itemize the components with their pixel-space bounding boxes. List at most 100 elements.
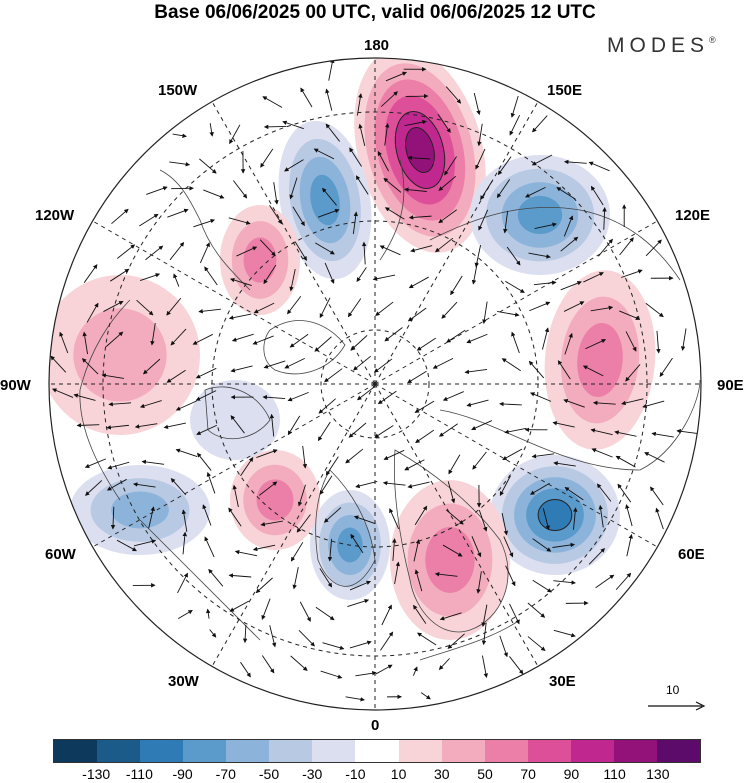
wind-vector (542, 507, 550, 531)
wind-vector (432, 357, 454, 369)
color-tick-label: -70 (215, 766, 236, 782)
wind-vector (108, 401, 132, 407)
wind-vector (199, 158, 217, 174)
wind-vector (282, 120, 304, 130)
wind-vector (598, 504, 604, 528)
color-tick-label: -110 (125, 766, 153, 782)
wind-vector (240, 661, 251, 678)
wind-vector (142, 358, 161, 375)
wind-vector (315, 606, 335, 621)
map-title: Base 06/06/2025 00 UTC, valid 06/06/2025… (154, 2, 596, 23)
wind-vector (263, 264, 277, 285)
wind-vector (177, 572, 188, 594)
wind-vector (481, 622, 487, 646)
wind-vector (353, 515, 376, 525)
color-swatch (183, 740, 227, 762)
wind-vector (208, 568, 224, 587)
wind-vector (195, 367, 217, 379)
wind-vector (413, 539, 421, 562)
wind-vector (300, 87, 313, 108)
wind-vector (590, 185, 604, 206)
wind-vector (375, 301, 394, 316)
color-swatch (527, 740, 571, 762)
wind-vector (229, 600, 249, 612)
wind-vector (380, 91, 398, 107)
wind-vector (407, 481, 430, 489)
wind-vector (294, 241, 307, 261)
wind-vector (563, 215, 574, 237)
wind-vector (287, 391, 309, 402)
wind-vector (556, 187, 576, 200)
color-swatch (312, 740, 356, 762)
wind-vector (380, 631, 394, 651)
wind-vector (450, 275, 463, 296)
wind-vector (324, 262, 335, 284)
wind-vector (355, 670, 377, 677)
wind-vector (413, 604, 427, 624)
wind-vector (166, 369, 186, 383)
wind-vector (466, 399, 489, 407)
wind-vector (563, 159, 587, 165)
wind-vector (141, 459, 165, 465)
wind-vector (650, 486, 664, 506)
lon-label-90e: 90E (717, 377, 744, 394)
wind-vector (116, 244, 136, 259)
wind-vector (595, 574, 615, 589)
brand-logo: MODES® (607, 34, 716, 58)
wind-vector (299, 601, 311, 622)
wind-vector (269, 625, 277, 648)
wind-vector (182, 531, 188, 555)
wind-vector (262, 394, 286, 400)
wind-vector (206, 471, 216, 494)
wind-vector (476, 571, 482, 594)
wind-vector (477, 123, 483, 147)
wind-vector (240, 457, 254, 477)
wind-vector (322, 642, 345, 650)
color-swatch (54, 740, 98, 762)
wind-vector (103, 300, 124, 312)
wind-vector (50, 355, 67, 373)
wind-vector (501, 358, 521, 372)
wind-vector (358, 123, 366, 146)
wind-vector (350, 335, 368, 351)
wind-vector (614, 430, 637, 437)
wind-vector (52, 388, 74, 398)
wind-vector (530, 482, 550, 495)
color-tick-label: 90 (563, 766, 580, 782)
wind-vector (116, 539, 137, 552)
wind-vector (328, 58, 335, 81)
wind-vector (252, 544, 276, 552)
anomaly-contour (425, 527, 475, 593)
wind-vector (175, 400, 197, 411)
wind-vector (361, 241, 367, 265)
wind-vector (170, 328, 187, 346)
wind-vector (163, 422, 186, 430)
wind-vector (146, 186, 168, 195)
wind-vector (175, 448, 198, 457)
wind-vector (76, 423, 100, 428)
wind-vector (260, 148, 274, 168)
wind-vector (253, 302, 275, 314)
map-border (48, 57, 702, 711)
vector-reference: 10 (646, 683, 706, 713)
wind-vector (313, 148, 335, 160)
color-swatch (570, 740, 614, 762)
wind-vector (439, 612, 462, 621)
wind-vector (106, 424, 130, 430)
color-tick-label: -50 (258, 766, 280, 782)
wind-vector (297, 484, 306, 507)
wind-vector (532, 115, 548, 133)
wind-vector (466, 333, 488, 344)
wind-vector (384, 207, 405, 220)
anomaly-contour (73, 308, 167, 402)
lon-label-60e: 60E (678, 546, 705, 563)
wind-vector (582, 365, 604, 377)
anomaly-shading (49, 58, 656, 640)
wind-vector (228, 507, 242, 527)
lon-label-30e: 30E (549, 673, 576, 690)
wind-vector (434, 572, 458, 577)
wind-vector (169, 241, 185, 261)
wind-vector (482, 301, 488, 325)
wind-vector (442, 544, 463, 557)
wind-vector (501, 513, 509, 536)
